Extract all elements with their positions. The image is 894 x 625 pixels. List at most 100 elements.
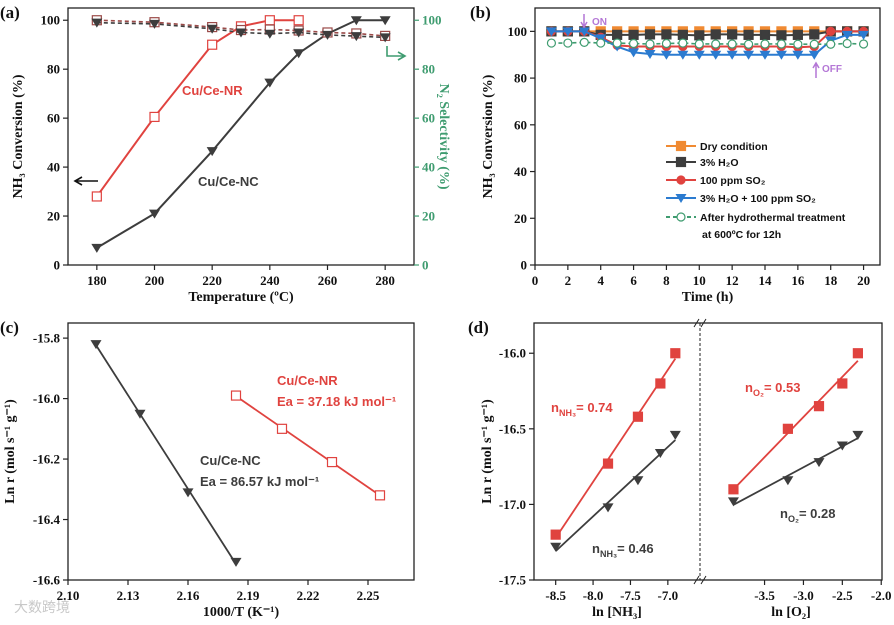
data-point — [858, 39, 869, 49]
data-point — [809, 29, 820, 40]
legend-marker — [675, 156, 687, 168]
data-point — [206, 24, 218, 34]
x-tick-label: 2.22 — [297, 588, 320, 603]
x-tick-label: 180 — [87, 273, 107, 288]
y-tick-label: -16.0 — [33, 391, 60, 406]
panel-label: (b) — [470, 3, 491, 22]
y-tick-label: -16.2 — [33, 452, 60, 467]
data-point — [711, 39, 721, 49]
data-point — [628, 29, 639, 40]
data-point — [836, 441, 848, 451]
on-arrow-icon — [580, 14, 588, 29]
data-point — [350, 16, 362, 26]
y-axis-label: NH₃ Conversion (%) — [11, 74, 26, 198]
panel-label: (c) — [0, 318, 19, 337]
data-point — [842, 38, 852, 49]
data-point — [727, 29, 738, 40]
data-point — [670, 348, 681, 359]
x-axis-label: Time (h) — [682, 290, 734, 305]
panel-label: (a) — [0, 3, 20, 22]
data-point — [644, 29, 656, 40]
data-point — [293, 49, 305, 59]
data-point — [134, 409, 146, 419]
data-point — [207, 39, 218, 50]
data-point — [808, 50, 820, 60]
data-point — [602, 503, 614, 513]
x-tick-label: 240 — [260, 273, 280, 288]
data-point — [645, 39, 655, 49]
legend-marker — [675, 140, 687, 152]
data-point — [743, 39, 754, 49]
x-axis-label: Temperature (ºC) — [188, 290, 294, 305]
on-label: ON — [592, 17, 607, 28]
left-axis-arrow-icon — [73, 176, 98, 186]
series-label-cu-ce-nc: Cu/Ce-NC — [198, 174, 259, 189]
x-tick-label: -2.0 — [871, 588, 892, 603]
data-point — [264, 78, 276, 88]
data-point — [563, 38, 573, 48]
x-tick-label: 18 — [824, 273, 838, 288]
off-arrow-icon — [812, 61, 820, 78]
y-tick-label: 0 — [521, 258, 528, 273]
data-point — [813, 458, 825, 468]
fit-line — [555, 439, 676, 552]
fit-line — [235, 395, 381, 497]
data-point — [322, 30, 333, 40]
series-line — [96, 19, 386, 249]
data-point — [727, 497, 739, 507]
reaction-order-subscript: O₂ — [753, 388, 764, 398]
x-tick-label: -7.0 — [658, 588, 679, 603]
data-point — [91, 243, 103, 253]
y-tick-label: -16.6 — [33, 573, 61, 588]
data-point — [760, 39, 770, 49]
data-point — [628, 48, 640, 58]
data-point — [579, 37, 589, 47]
data-point — [545, 27, 557, 37]
x-tick-label: 12 — [726, 273, 739, 288]
data-point — [550, 529, 561, 540]
x-tick-label: 14 — [759, 273, 773, 288]
y2-tick-label: 100 — [422, 13, 442, 28]
data-point — [230, 390, 242, 401]
data-point — [776, 39, 787, 49]
data-point — [826, 26, 836, 36]
x-tick-label: 20 — [857, 273, 870, 288]
data-point — [782, 476, 794, 486]
y-tick-label: 0 — [54, 258, 61, 273]
y-tick-label: 20 — [514, 211, 527, 226]
data-point — [655, 378, 666, 389]
data-point — [632, 411, 644, 422]
legend-label: After hydrothermal treatment — [700, 212, 846, 224]
x-tick-label: 2.25 — [357, 588, 380, 603]
data-point — [628, 38, 639, 49]
x-axis-label: 1000/T (K⁻¹) — [203, 605, 280, 620]
reaction-order-label: nNH₃= 0.74 — [551, 400, 613, 418]
fit-line — [732, 360, 859, 490]
y-tick-label: 80 — [514, 71, 527, 86]
plot-frame — [534, 7, 881, 266]
data-point — [374, 490, 386, 501]
data-point — [602, 458, 614, 469]
data-point — [379, 33, 391, 43]
data-point — [669, 430, 681, 440]
data-point — [858, 30, 870, 40]
reaction-order-symbol: n — [592, 541, 600, 556]
series-label-cu-ce-nr: Cu/Ce-NR — [182, 83, 243, 98]
data-point — [677, 29, 688, 40]
data-point — [852, 430, 864, 440]
data-point — [660, 50, 672, 60]
data-point — [326, 456, 338, 468]
data-point — [841, 30, 853, 40]
x-tick-label: 0 — [532, 273, 539, 288]
x-tick-label: 200 — [145, 273, 165, 288]
right-axis-arrow-icon — [386, 46, 407, 61]
reaction-order-subscript: NH₃ — [559, 408, 576, 418]
y-tick-label: 40 — [47, 160, 60, 175]
data-point — [809, 39, 819, 49]
legend-label: 3% H₂O + 100 ppm SO₂ — [700, 193, 816, 205]
y-tick-label: -15.8 — [33, 331, 61, 346]
fit-line — [95, 344, 237, 565]
x-tick-label: 16 — [791, 273, 805, 288]
x-tick-label: 2.10 — [57, 588, 80, 603]
x-tick-label: 2 — [565, 273, 572, 288]
